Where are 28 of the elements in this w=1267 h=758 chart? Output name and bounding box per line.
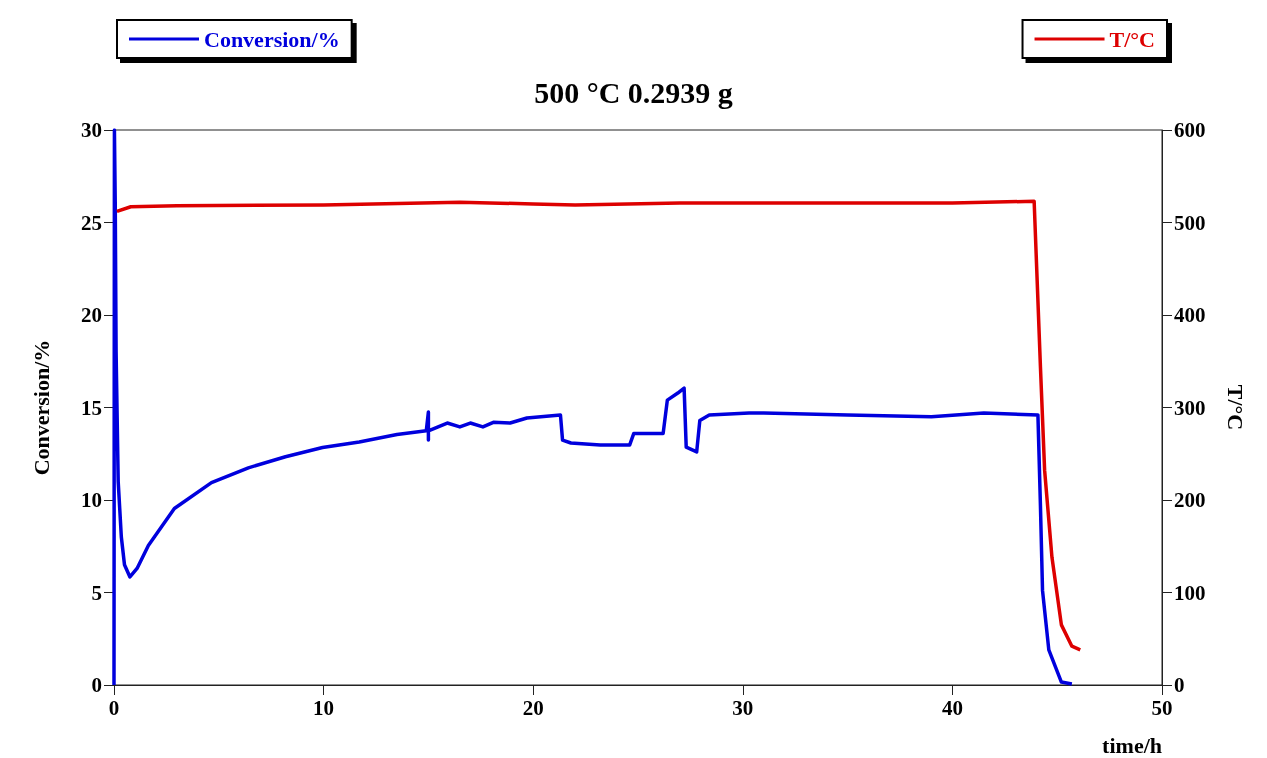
x-tick-label: 30 xyxy=(732,695,754,720)
line-series xyxy=(112,128,1074,687)
chart-title: 500 °C 0.2939 g xyxy=(534,75,733,109)
y2-axis-title: T/°C xyxy=(1222,384,1248,431)
y-tick-label: 15 xyxy=(81,395,102,420)
y-tick-label: 30 xyxy=(81,118,102,142)
line-series xyxy=(115,199,1083,652)
y-tick-label: 10 xyxy=(81,488,102,512)
x-tick-label: 40 xyxy=(941,695,963,720)
y2-tick-label: 600 xyxy=(1174,118,1206,142)
y2-tick-label: 500 xyxy=(1174,210,1206,235)
y2-tick-label: 400 xyxy=(1174,303,1206,327)
y-tick-label: 0 xyxy=(91,673,102,697)
x-tick-label: 0 xyxy=(108,695,120,720)
x-tick-label: 20 xyxy=(522,695,544,720)
y2-tick-label: 300 xyxy=(1174,395,1206,420)
legend-label: T/°C xyxy=(1109,26,1156,52)
y2-tick-label: 100 xyxy=(1174,580,1206,605)
x-tick-label: 10 xyxy=(313,695,335,720)
y-tick-label: 25 xyxy=(81,210,102,235)
y-tick-label: 20 xyxy=(81,303,102,327)
y-axis-title: Conversion/% xyxy=(28,339,54,476)
x-tick-label: 50 xyxy=(1151,695,1173,720)
y-tick-label: 5 xyxy=(91,580,102,605)
x-axis-title: time/h xyxy=(1102,732,1163,758)
legend-label: Conversion/% xyxy=(204,26,340,52)
y2-tick-label: 0 xyxy=(1174,673,1185,697)
y2-tick-label: 200 xyxy=(1174,488,1206,512)
